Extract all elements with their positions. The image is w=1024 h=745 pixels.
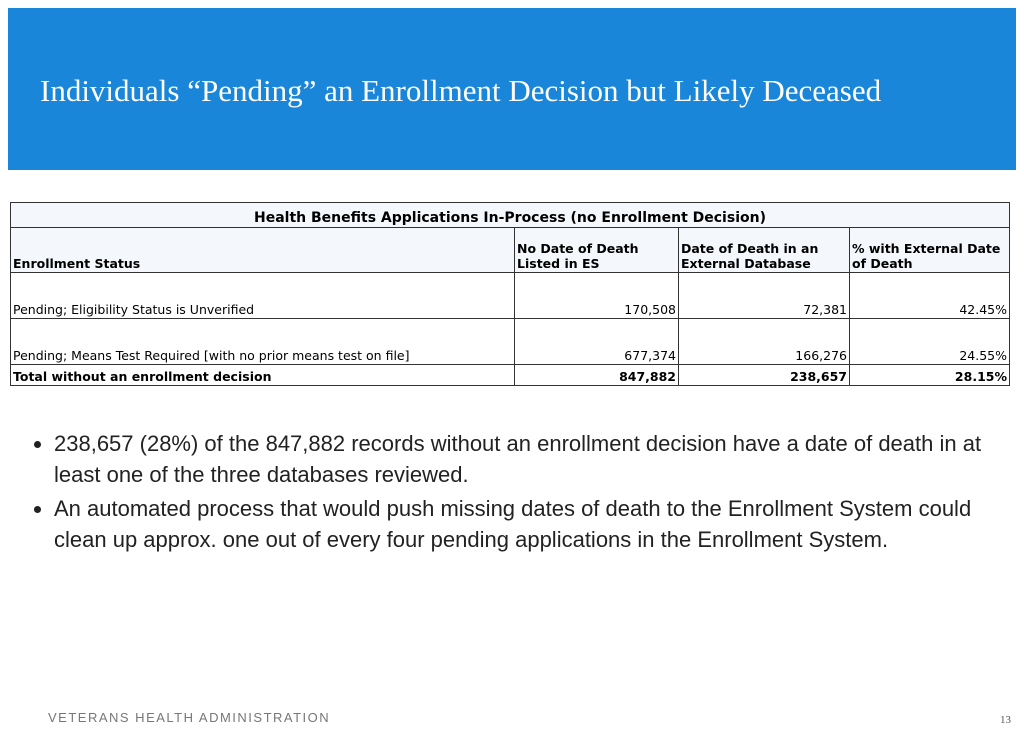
footer-organization: VETERANS HEALTH ADMINISTRATION	[48, 710, 331, 725]
header-row: Enrollment Status No Date of Death Liste…	[10, 227, 1010, 273]
data-table: Health Benefits Applications In-Process …	[10, 202, 1010, 386]
slide-title: Individuals “Pending” an Enrollment Deci…	[40, 73, 882, 108]
cell: 847,882	[514, 364, 679, 386]
cell: Pending; Eligibility Status is Unverifie…	[10, 272, 515, 319]
cell: 24.55%	[849, 318, 1010, 365]
bullet: 238,657 (28%) of the 847,882 records wit…	[54, 428, 1014, 490]
table-row: Pending; Means Test Required [with no pr…	[10, 318, 1010, 365]
page-number: 13	[1000, 714, 1011, 726]
column-header: Date of Death in an External Database	[678, 227, 850, 273]
bullet: An automated process that would push mis…	[54, 493, 1014, 555]
cell: 170,508	[514, 272, 679, 319]
cell: 72,381	[678, 272, 850, 319]
table-title-row: Health Benefits Applications In-Process …	[10, 202, 1010, 228]
bullet-list: 238,657 (28%) of the 847,882 records wit…	[22, 428, 1014, 555]
column-header: % with External Date of Death	[849, 227, 1010, 273]
cell: 166,276	[678, 318, 850, 365]
table-row: Pending; Eligibility Status is Unverifie…	[10, 272, 1010, 319]
header-band	[8, 8, 1016, 170]
cell: 677,374	[514, 318, 679, 365]
table-title: Health Benefits Applications In-Process …	[10, 202, 1010, 228]
cell: 42.45%	[849, 272, 1010, 319]
cell: 238,657	[678, 364, 850, 386]
total-row: Total without an enrollment decision 847…	[10, 364, 1010, 386]
cell: Total without an enrollment decision	[10, 364, 515, 386]
column-header: Enrollment Status	[10, 227, 515, 273]
cell: 28.15%	[849, 364, 1010, 386]
column-header: No Date of Death Listed in ES	[514, 227, 679, 273]
cell: Pending; Means Test Required [with no pr…	[10, 318, 515, 365]
